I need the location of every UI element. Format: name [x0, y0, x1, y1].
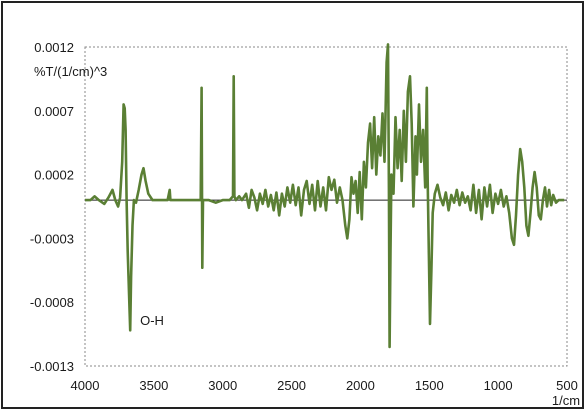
series-layer: [85, 43, 565, 349]
series-line: [85, 43, 565, 349]
x-tick-label: 1500: [415, 378, 444, 393]
x-tick-label: 2500: [277, 378, 306, 393]
x-tick-label: 500: [556, 378, 578, 393]
y-tick-label: 0.0012: [34, 40, 74, 55]
x-tick-labels: 4000 3500 3000 2500 2000 1500 1000 500: [71, 378, 578, 393]
annotation-oh: O-H: [140, 313, 164, 328]
y-tick-label: 0.0002: [34, 168, 74, 183]
x-tick-label: 3500: [139, 378, 168, 393]
y-tick-label: 0.0007: [34, 104, 74, 119]
plot-area: [84, 46, 568, 367]
x-tick-label: 1000: [484, 378, 513, 393]
x-tick-label: 4000: [71, 378, 100, 393]
y-axis-label: %T/(1/cm)^3: [34, 64, 107, 79]
x-tick-label: 2000: [346, 378, 375, 393]
y-tick-label: -0.0008: [30, 295, 74, 310]
y-tick-labels: 0.0012 0.0007 0.0002 -0.0003 -0.0008 -0.0013: [30, 40, 74, 374]
x-tick-label: 3000: [208, 378, 237, 393]
y-tick-label: -0.0003: [30, 231, 74, 246]
y-tick-label: -0.0013: [30, 359, 74, 374]
x-axis-label: 1/cm: [552, 393, 580, 408]
